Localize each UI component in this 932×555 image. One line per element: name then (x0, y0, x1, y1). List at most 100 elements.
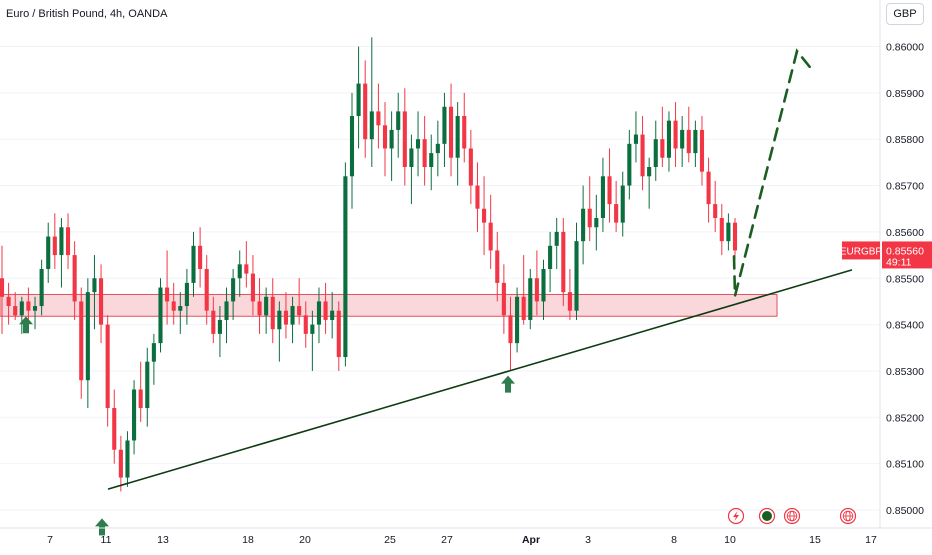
candle-body (376, 111, 381, 126)
candle-body (277, 310, 282, 330)
candle-body (706, 171, 711, 205)
time-tick-label: 15 (809, 534, 821, 546)
candle-body (297, 306, 302, 316)
candle-body (653, 139, 658, 168)
candle-body (448, 106, 454, 158)
time-tick-label: 7 (47, 534, 53, 546)
symbol-label: EURGBP (840, 246, 883, 257)
icon-glyph (762, 511, 772, 521)
candle-body (310, 324, 315, 334)
price-tick-label: 0.85300 (886, 366, 924, 378)
candle-body (39, 268, 44, 307)
candle-body (396, 111, 401, 130)
candle-body (548, 245, 553, 269)
candle-body (719, 217, 724, 242)
candle-body (415, 139, 421, 149)
candle-body (600, 176, 605, 218)
up-arrow-icon (501, 375, 515, 393)
support-zone (0, 293, 778, 317)
candle-body (528, 278, 533, 320)
price-tick-label: 0.85800 (886, 134, 924, 146)
price-tick-label: 0.86000 (886, 42, 924, 54)
chart-title: Euro / British Pound, 4h, OANDA (6, 8, 168, 20)
candle-body (303, 315, 308, 334)
candle-body (290, 306, 295, 325)
candle-body (184, 282, 189, 307)
price-tick-label: 0.85600 (886, 227, 924, 239)
price-tick-label: 0.85200 (886, 412, 924, 424)
candle-body (165, 287, 170, 302)
globe-icon[interactable] (839, 507, 857, 525)
currency-button[interactable]: GBP (886, 3, 924, 25)
candle-body (6, 296, 11, 307)
candle-body (125, 440, 130, 478)
time-tick-label: 25 (384, 534, 396, 546)
candle-body (105, 324, 110, 409)
candle-body (435, 143, 440, 154)
candle-body (501, 282, 506, 316)
icon-glyph (845, 510, 851, 522)
candle-body (19, 301, 24, 316)
candle-body (488, 222, 493, 251)
candle-body (356, 83, 361, 117)
candle-body (270, 296, 275, 330)
time-tick-label: 3 (585, 534, 591, 546)
candle-body (521, 296, 526, 320)
symbol-tag (842, 241, 880, 260)
bottom-icons[interactable] (727, 507, 857, 525)
price-tick-label: 0.85000 (886, 505, 924, 517)
candle-body (26, 301, 31, 311)
time-tick-label: 18 (242, 534, 254, 546)
candle-body (231, 278, 236, 302)
candle-body (211, 310, 216, 334)
candle-body (72, 255, 77, 302)
candle-body (686, 129, 691, 154)
candle-body (475, 185, 480, 209)
support-zone-layer (0, 293, 778, 317)
lightning-icon[interactable] (727, 507, 745, 525)
candle-body (118, 449, 123, 478)
grid-layer (0, 46, 880, 511)
candle-body (574, 241, 579, 311)
candle-body (112, 408, 117, 450)
candle-body (647, 167, 652, 177)
pivot-arrow-layer (19, 316, 515, 536)
price-axis[interactable]: 0.86000 0.85900 0.85800 0.85700 0.85600 0.855… (879, 0, 924, 528)
candle-body (237, 264, 242, 279)
candle-body (468, 148, 473, 186)
candle-body (257, 301, 262, 316)
globe-icon[interactable] (783, 507, 801, 525)
candle-body (515, 296, 520, 344)
candle-body (627, 143, 632, 186)
candle-body (250, 273, 255, 302)
candle-body (680, 129, 685, 149)
candle-body (541, 268, 546, 302)
candle-body (171, 301, 176, 311)
candle-body (633, 134, 638, 144)
candle-body (554, 231, 559, 246)
candle-body (382, 125, 388, 149)
candle-body (198, 245, 203, 269)
candle-body (178, 306, 183, 311)
candle-body (32, 306, 38, 311)
candle-body (65, 227, 71, 256)
up-arrow-icon (95, 518, 109, 536)
candle-body (693, 129, 698, 154)
trendline (107, 269, 853, 490)
time-tick-label: 10 (724, 534, 736, 546)
time-tick-label: 13 (157, 534, 169, 546)
price-tick-label: 0.85400 (886, 320, 924, 332)
candle-body (191, 245, 196, 283)
time-axis[interactable]: 7 11 13 18 20 25 27 Apr 3 8 10 15 17 (0, 527, 932, 546)
record-icon[interactable] (758, 507, 776, 525)
time-tick-label: 8 (671, 534, 677, 546)
candle-body (594, 217, 599, 228)
candle-body (699, 129, 705, 172)
icon-glyph (733, 511, 739, 521)
candle-body (336, 310, 341, 358)
candle-body (158, 287, 163, 344)
candle-body (217, 319, 222, 334)
